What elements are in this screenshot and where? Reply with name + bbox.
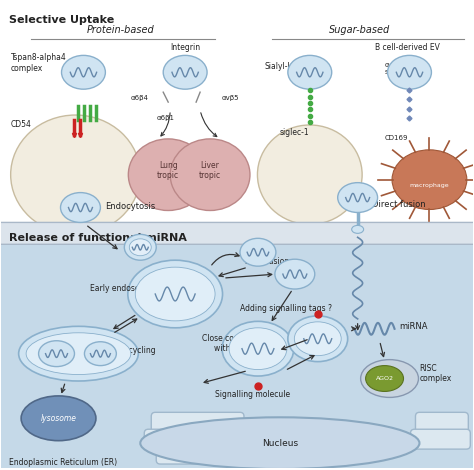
Text: CD169: CD169	[384, 135, 408, 141]
Ellipse shape	[135, 267, 215, 321]
Ellipse shape	[128, 260, 222, 328]
Ellipse shape	[11, 115, 140, 235]
Text: Sugar-based: Sugar-based	[329, 24, 390, 34]
Ellipse shape	[129, 239, 151, 256]
Ellipse shape	[392, 150, 467, 210]
Ellipse shape	[229, 328, 287, 369]
Text: Lung
tropic: Lung tropic	[157, 161, 179, 180]
Text: Endocytosis: Endocytosis	[105, 202, 155, 211]
Text: Early endosome: Early endosome	[91, 284, 152, 293]
Ellipse shape	[275, 259, 315, 289]
Text: macrophage: macrophage	[410, 183, 449, 188]
Ellipse shape	[361, 360, 419, 398]
Ellipse shape	[140, 417, 419, 469]
Bar	[0, 227, 474, 468]
Text: Adding signalling tags ?: Adding signalling tags ?	[240, 304, 332, 313]
Ellipse shape	[38, 341, 74, 367]
Text: Signalling molecule: Signalling molecule	[215, 391, 290, 400]
Ellipse shape	[288, 55, 332, 89]
FancyBboxPatch shape	[410, 429, 470, 449]
Ellipse shape	[18, 326, 138, 381]
Ellipse shape	[170, 139, 250, 211]
Ellipse shape	[124, 235, 156, 260]
Text: Direct fusion: Direct fusion	[372, 200, 425, 209]
Text: Integrin: Integrin	[170, 43, 200, 53]
Text: CD54: CD54	[11, 120, 32, 129]
Ellipse shape	[128, 139, 208, 211]
Ellipse shape	[288, 316, 347, 361]
Ellipse shape	[257, 125, 362, 224]
Bar	[0, 0, 474, 229]
Ellipse shape	[61, 193, 100, 222]
Text: RISC
complex: RISC complex	[419, 364, 452, 383]
Ellipse shape	[294, 322, 341, 356]
Text: Selective Uptake: Selective Uptake	[9, 15, 114, 24]
FancyBboxPatch shape	[416, 412, 468, 432]
FancyBboxPatch shape	[151, 412, 244, 432]
Text: B cell-derived EV: B cell-derived EV	[374, 43, 439, 53]
Text: Tspan8-alpha4
complex: Tspan8-alpha4 complex	[11, 54, 66, 73]
FancyBboxPatch shape	[0, 222, 474, 244]
Text: lysosome: lysosome	[40, 414, 76, 423]
Ellipse shape	[222, 321, 294, 376]
Text: Lipid recycling: Lipid recycling	[100, 346, 156, 355]
Text: siglec-1: siglec-1	[280, 128, 310, 137]
Text: miRNA: miRNA	[400, 322, 428, 331]
Ellipse shape	[388, 55, 431, 89]
Text: Nucleus: Nucleus	[262, 439, 298, 447]
Ellipse shape	[365, 366, 403, 392]
Text: α6β4: α6β4	[130, 95, 148, 101]
FancyBboxPatch shape	[144, 429, 247, 449]
FancyBboxPatch shape	[156, 446, 244, 464]
Text: Liver
tropic: Liver tropic	[199, 161, 221, 180]
Text: Sialyl-lactose: Sialyl-lactose	[265, 63, 316, 71]
Ellipse shape	[163, 55, 207, 89]
Ellipse shape	[337, 183, 378, 212]
Ellipse shape	[84, 342, 116, 366]
Text: Close contact
with ER: Close contact with ER	[202, 334, 254, 353]
Text: AGO2: AGO2	[375, 376, 393, 381]
Ellipse shape	[352, 226, 364, 234]
Text: Endoplasmic Reticulum (ER): Endoplasmic Reticulum (ER)	[9, 458, 117, 467]
Text: αvβ5: αvβ5	[222, 95, 239, 101]
Text: α6β1: α6β1	[156, 115, 174, 121]
Ellipse shape	[240, 238, 276, 266]
Ellipse shape	[62, 55, 105, 89]
Ellipse shape	[21, 396, 96, 441]
Text: Release of functional miRNA: Release of functional miRNA	[9, 234, 187, 243]
Ellipse shape	[26, 333, 131, 375]
Text: Protein-based: Protein-based	[86, 24, 154, 34]
Text: α-2,3-linked
sialic acids: α-2,3-linked sialic acids	[384, 63, 426, 75]
Text: Back fusion: Back fusion	[245, 257, 289, 266]
